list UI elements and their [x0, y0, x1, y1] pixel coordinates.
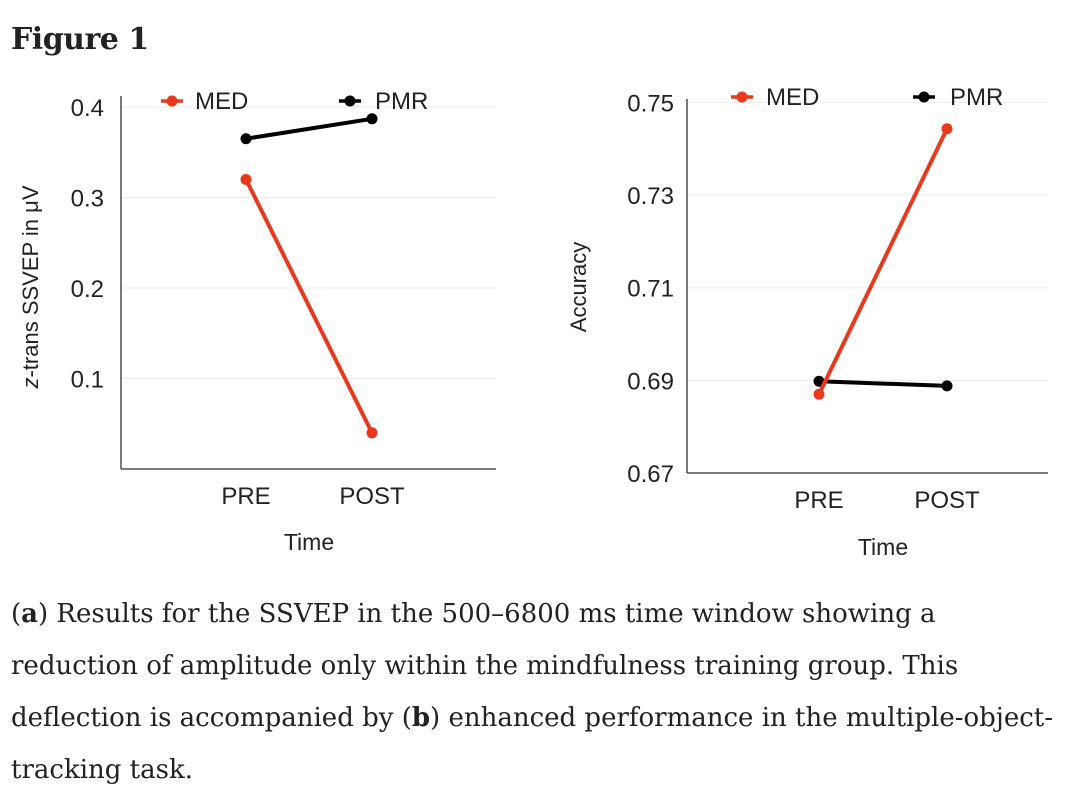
chart-b-legend-med-key-point	[736, 91, 748, 103]
chart-b-legend-pmr-label: PMR	[950, 84, 1003, 111]
chart-a-series-med-point-pre	[240, 173, 252, 185]
chart-b-series-pmr-line	[817, 379, 949, 388]
caption-a-text: Results for the SSVEP in the 500–6800 ms…	[11, 599, 959, 733]
chart-a-y-axis-title-italic: z	[18, 378, 43, 390]
chart-b-xtick-label: PRE	[794, 487, 843, 514]
chart-a-x-axis-title: Time	[284, 529, 334, 555]
chart-b-legend-pmr-key-point	[918, 91, 930, 103]
chart-a-series-med-point-post	[366, 427, 378, 439]
chart-a-xtick-label: POST	[339, 483, 405, 510]
chart-b-series-med-line	[817, 126, 949, 397]
chart-a-series-pmr-point-post	[366, 113, 378, 125]
chart-b-ytick-label: 0.75	[627, 90, 674, 117]
chart-b-ytick-label: 0.69	[627, 368, 674, 395]
chart-b-ytick-label: 0.71	[627, 276, 674, 303]
figure-caption: (a) Results for the SSVEP in the 500–680…	[11, 599, 1054, 785]
chart-a-ytick-label: 0.3	[71, 186, 104, 213]
chart-b-series-med-point-pre	[813, 388, 825, 400]
caption-b-text: enhanced performance in the multiple-obj…	[11, 703, 1054, 785]
caption-b-label: b	[411, 703, 431, 733]
chart-a-legend-pmr-label: PMR	[375, 88, 428, 115]
chart-b-series-pmr-point-post	[941, 380, 953, 392]
chart-a-y-axis-title: z-trans SSVEP in μV	[18, 185, 43, 389]
chart-b-ytick-label: 0.67	[627, 461, 674, 488]
caption-a-label: a	[21, 599, 39, 629]
chart-a-ytick-label: 0.1	[71, 367, 104, 394]
chart-b-legend-med-label: MED	[766, 84, 819, 111]
chart-b-ytick-label: 0.73	[627, 183, 674, 210]
chart-a-legend-med-label: MED	[195, 88, 248, 115]
chart-b-x-axis-title: Time	[858, 534, 908, 560]
chart-a-ytick-label: 0.2	[71, 276, 104, 303]
chart-a-y-axis-title-rest: -trans SSVEP in μV	[18, 185, 43, 377]
chart-b-y-axis-title: Accuracy	[566, 242, 591, 332]
chart-a-series-med-line	[244, 177, 374, 435]
chart-a-legend-med-key-point	[166, 95, 178, 107]
chart-a-ytick-label: 0.4	[71, 95, 104, 122]
figure-title: Figure 1	[11, 22, 149, 57]
chart-a-xtick-label: PRE	[221, 483, 270, 510]
chart-a-series-pmr-point-pre	[240, 133, 252, 145]
chart-a-legend-pmr-key-point	[344, 95, 356, 107]
chart-b-xtick-label: POST	[914, 487, 980, 514]
chart-a-series-pmr-line	[244, 116, 374, 141]
chart-b-series-med-point-post	[941, 123, 953, 135]
